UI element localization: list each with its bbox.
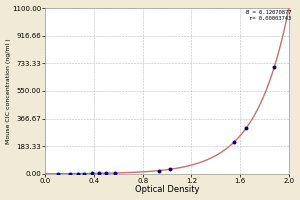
Point: [112, 171, 117, 175]
Point: [272, 66, 277, 69]
Point: [89, 172, 94, 175]
Y-axis label: Mouse CIC concentration (ng/ml ): Mouse CIC concentration (ng/ml ): [6, 38, 10, 144]
Text: B = 0.12070877
r= 0.00003743: B = 0.12070877 r= 0.00003743: [245, 10, 291, 21]
Point: [232, 140, 236, 144]
Point: [97, 172, 101, 175]
Point: [156, 169, 161, 172]
Point: [244, 126, 249, 130]
Point: [76, 172, 81, 175]
Point: [167, 168, 172, 171]
Point: [55, 172, 60, 175]
Point: [82, 172, 87, 175]
X-axis label: Optical Density: Optical Density: [135, 185, 200, 194]
Point: [104, 172, 109, 175]
Point: [67, 172, 72, 175]
